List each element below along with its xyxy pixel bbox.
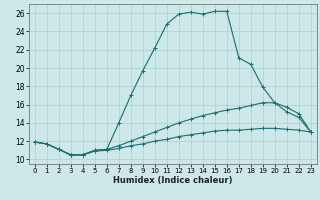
X-axis label: Humidex (Indice chaleur): Humidex (Indice chaleur): [113, 176, 233, 185]
